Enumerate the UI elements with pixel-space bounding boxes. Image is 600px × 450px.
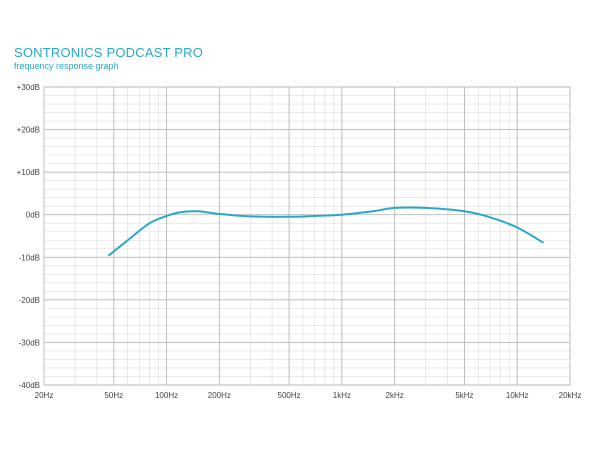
- y-tick-label: -10dB: [19, 253, 40, 262]
- series-group: [108, 206, 544, 257]
- x-tick-label: 200Hz: [208, 391, 231, 400]
- y-tick-label: -30dB: [19, 338, 40, 347]
- y-tick-label: +20dB: [17, 126, 40, 135]
- y-tick-label: +30dB: [17, 83, 40, 92]
- x-tick-label: 2kHz: [386, 391, 404, 400]
- y-axis-ticks: +30dB +20dB +10dB 0dB -10dB -20dB -30dB -40dB: [17, 83, 40, 390]
- x-tick-label: 20kHz: [559, 391, 582, 400]
- y-tick-label: -20dB: [19, 296, 40, 305]
- y-tick-label: +10dB: [17, 168, 40, 177]
- chart-subtitle: frequency response graph: [14, 61, 119, 71]
- y-tick-label: 0dB: [26, 211, 40, 220]
- x-tick-label: 1kHz: [333, 391, 351, 400]
- chart-title: SONTRONICS PODCAST PRO: [14, 45, 204, 60]
- x-tick-label: 5kHz: [455, 391, 473, 400]
- x-axis-ticks: 20Hz 50Hz 100Hz 200Hz 500Hz 1kHz 2kHz 5kHz 10kHz…: [35, 391, 582, 400]
- major-grid: [43, 86, 571, 386]
- x-tick-label: 10kHz: [506, 391, 529, 400]
- frequency-response-line: [108, 206, 544, 257]
- x-tick-label: 500Hz: [278, 391, 301, 400]
- minor-grid: [43, 87, 571, 385]
- x-tick-label: 20Hz: [35, 391, 54, 400]
- x-tick-label: 50Hz: [104, 391, 123, 400]
- x-tick-label: 100Hz: [155, 391, 178, 400]
- y-tick-label: -40dB: [19, 381, 40, 390]
